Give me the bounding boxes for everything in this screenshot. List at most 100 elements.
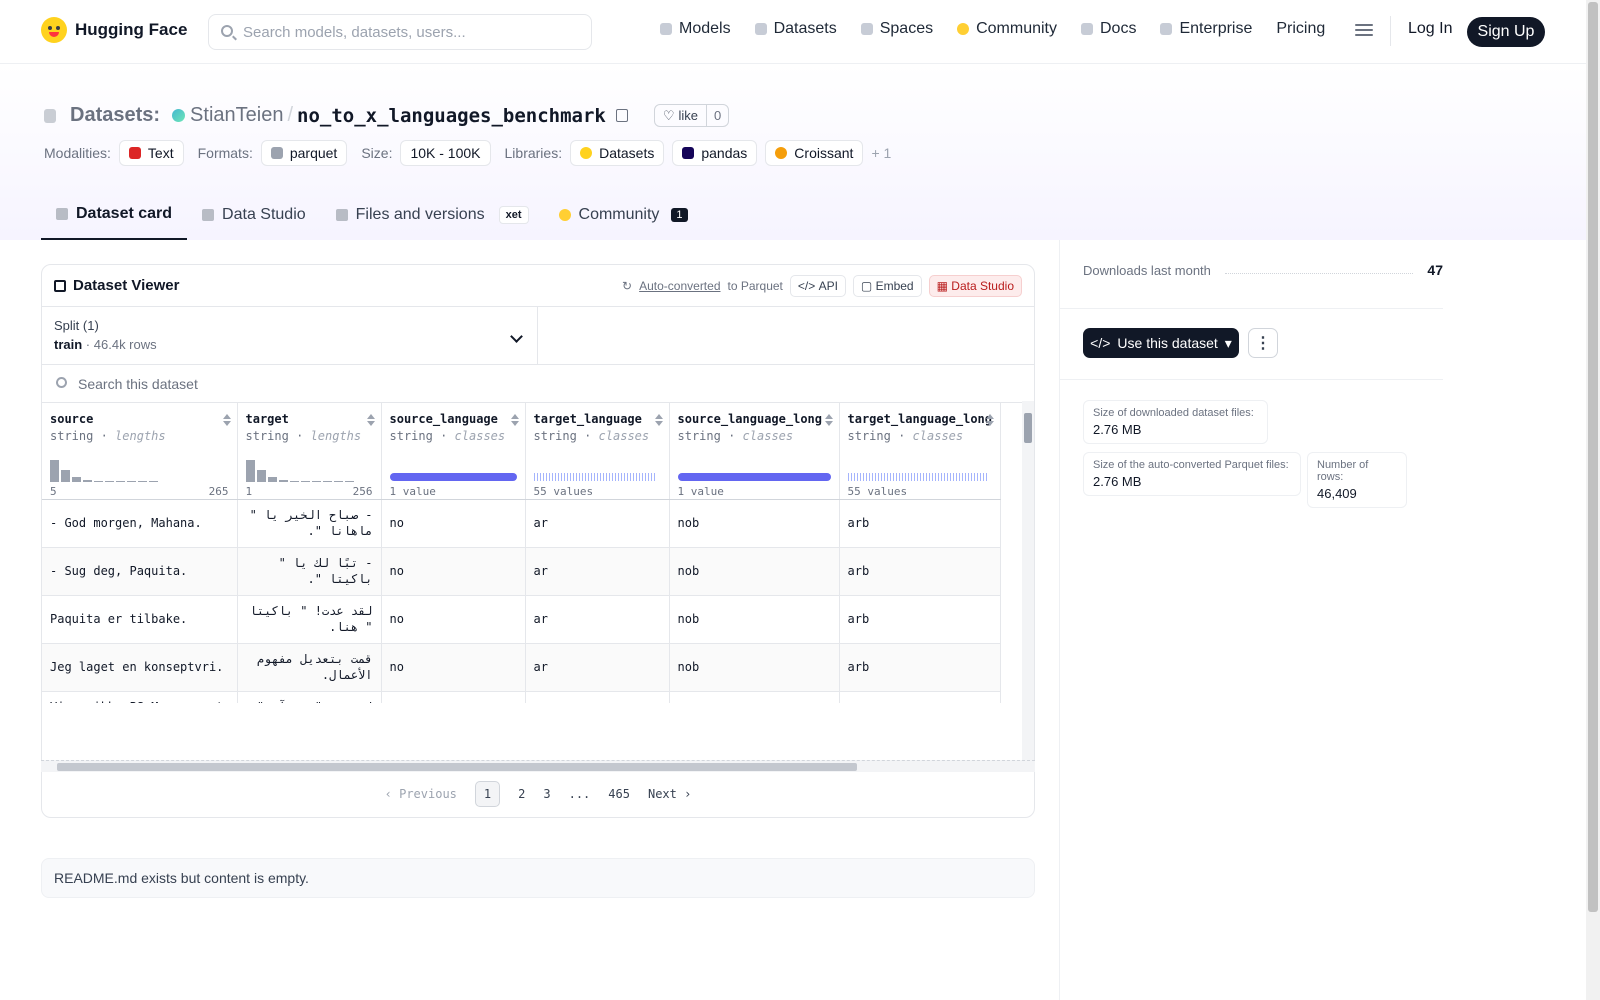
table-cell[interactable]: - تبًا لك يا " باكيتا ".	[237, 547, 382, 596]
table-cell[interactable]: arb	[839, 691, 1001, 703]
table-cell[interactable]: arb	[839, 547, 1001, 596]
column-header-target-language-long[interactable]: target_language_long string · classes 55 v…	[839, 403, 1001, 500]
modalities-label: Modalities:	[44, 145, 111, 161]
more-libraries[interactable]: + 1	[871, 145, 892, 161]
table-horizontal-scrollbar[interactable]	[41, 760, 1035, 772]
nav-models[interactable]: Models	[660, 20, 731, 38]
table-cell[interactable]: no	[381, 499, 526, 548]
embed-button[interactable]: ▢ Embed	[852, 274, 922, 297]
modality-tag[interactable]: Text	[118, 140, 184, 166]
sort-icon[interactable]	[824, 414, 833, 426]
tab-files[interactable]: Files and versions xet	[321, 190, 544, 240]
previous-page[interactable]: ‹ Previous	[384, 787, 457, 801]
column-header-target[interactable]: target string · lengths 1 256	[237, 403, 382, 500]
table-row[interactable]: Jeg laget en konseptvri. قمت بتعديل مفهوم…	[42, 643, 1001, 692]
more-menu-icon[interactable]	[1355, 24, 1373, 38]
size-tag[interactable]: 10K - 100K	[400, 140, 491, 166]
table-cell[interactable]: no	[381, 547, 526, 596]
xet-badge: xet	[498, 206, 529, 224]
table-cell[interactable]: ar	[525, 547, 670, 596]
table-row[interactable]: Paquita er tilbake. لقد عدت! " باكيتا " ه…	[42, 595, 1001, 644]
column-header-source-language-long[interactable]: source_language_long string · classes 1 va…	[669, 403, 840, 500]
login-link[interactable]: Log In	[1408, 20, 1453, 37]
nav-community[interactable]: Community	[957, 20, 1057, 38]
library-datasets-tag[interactable]: Datasets	[570, 140, 665, 166]
dataset-name[interactable]: no_to_x_languages_benchmark	[297, 104, 606, 127]
datasets-label[interactable]: Datasets:	[70, 104, 161, 126]
dataset-search-input[interactable]: Search this dataset	[42, 365, 1034, 403]
class-distribution-bar[interactable]	[847, 473, 988, 481]
next-page[interactable]: Next ›	[647, 787, 692, 801]
api-button[interactable]: </> API	[789, 274, 846, 297]
class-distribution-bar[interactable]	[389, 473, 517, 481]
signup-button[interactable]: Sign Up	[1467, 17, 1545, 47]
nav-spaces[interactable]: Spaces	[860, 20, 933, 38]
page-2[interactable]: 2	[518, 787, 526, 801]
table-cell[interactable]: arb	[839, 643, 1001, 692]
page-scrollbar[interactable]	[1586, 0, 1600, 1000]
format-tag[interactable]: parquet	[260, 140, 348, 166]
data-studio-button[interactable]: ▦ Data Studio	[928, 274, 1022, 297]
more-options-button[interactable]: ⋮	[1248, 328, 1278, 358]
nav-pricing[interactable]: Pricing	[1276, 20, 1326, 37]
sort-icon[interactable]	[366, 414, 375, 426]
table-cell[interactable]: no	[381, 691, 526, 703]
page-3[interactable]: 3	[543, 787, 551, 801]
library-pandas-tag[interactable]: pandas	[672, 140, 758, 166]
table-cell[interactable]: Vi er ikke PS Management lenger, vi er N…	[42, 691, 238, 703]
table-row[interactable]: Vi er ikke PS Management lenger, vi er N…	[42, 691, 1001, 703]
table-cell[interactable]: nob	[669, 547, 840, 596]
column-header-source[interactable]: source string · lengths 5 265	[42, 403, 238, 500]
table-row[interactable]: - Sug deg, Paquita. - تبًا لك يا " باكيتا…	[42, 547, 1001, 596]
table-cell[interactable]: - God morgen, Mahana.	[42, 499, 238, 548]
table-cell[interactable]: لقد عدت! " باكيتا " هنا.	[237, 595, 382, 644]
table-cell[interactable]: Paquita er tilbake.	[42, 595, 238, 644]
table-cell[interactable]: - Sug deg, Paquita.	[42, 547, 238, 596]
table-cell[interactable]: - صباح الخير يا " ماهانا ".	[237, 499, 382, 548]
table-row[interactable]: - God morgen, Mahana. - صباح الخير يا " م…	[42, 499, 1001, 548]
sort-icon[interactable]	[510, 414, 519, 426]
column-header-target-language[interactable]: target_language string · classes 55 values	[525, 403, 670, 500]
table-cell[interactable]: arb	[839, 499, 1001, 548]
table-cell[interactable]: قمت بتعديل مفهوم الأعمال.	[237, 643, 382, 692]
like-button[interactable]: ♡ like 0	[653, 104, 730, 127]
table-cell[interactable]: no	[381, 643, 526, 692]
use-dataset-button[interactable]: </> Use this dataset ▾	[1083, 328, 1239, 358]
tab-community[interactable]: Community 1	[544, 190, 703, 240]
sort-icon[interactable]	[654, 414, 663, 426]
class-distribution-bar[interactable]	[677, 473, 831, 481]
copy-icon[interactable]	[615, 109, 628, 122]
table-cell[interactable]: ar	[525, 643, 670, 692]
table-cell[interactable]: Jeg laget en konseptvri.	[42, 643, 238, 692]
table-cell[interactable]: ar	[525, 499, 670, 548]
auto-converted-link[interactable]: Auto-converted	[639, 278, 721, 293]
sort-icon[interactable]	[986, 414, 994, 426]
table-cell[interactable]: لم نعد " بي آس " للإدارة ، بل " بي…	[237, 691, 382, 703]
search-icon	[221, 25, 233, 37]
nav-docs[interactable]: Docs	[1081, 20, 1136, 38]
table-cell[interactable]: nob	[669, 595, 840, 644]
owner-link[interactable]: StianTeien	[172, 104, 283, 127]
page-1[interactable]: 1	[474, 781, 501, 807]
table-cell[interactable]: nob	[669, 499, 840, 548]
table-vertical-scrollbar[interactable]	[1022, 401, 1034, 765]
class-distribution-bar[interactable]	[533, 473, 657, 481]
column-header-source-language[interactable]: source_language string · classes 1 value	[381, 403, 526, 500]
sort-icon[interactable]	[222, 414, 231, 426]
table-cell[interactable]: ar	[525, 595, 670, 644]
table-cell[interactable]: no	[381, 595, 526, 644]
library-croissant-tag[interactable]: Croissant	[765, 140, 864, 166]
tab-dataset-card[interactable]: Dataset card	[41, 190, 188, 240]
nav-enterprise[interactable]: Enterprise	[1160, 20, 1252, 38]
tab-data-studio[interactable]: Data Studio	[187, 190, 321, 240]
nav-datasets[interactable]: Datasets	[754, 20, 837, 38]
table-cell[interactable]: nob	[669, 643, 840, 692]
table-cell[interactable]: arb	[839, 595, 1001, 644]
table-cell[interactable]: ar	[525, 691, 670, 703]
global-search-input[interactable]: Search models, datasets, users...	[208, 14, 592, 50]
table-cell[interactable]: nob	[669, 691, 840, 703]
dataset-search-placeholder: Search this dataset	[78, 375, 198, 392]
page-465[interactable]: 465	[608, 787, 630, 801]
split-selector[interactable]: Split (1) train · 46.4k rows	[42, 307, 538, 364]
hf-logo[interactable]: Hugging Face	[41, 17, 187, 43]
